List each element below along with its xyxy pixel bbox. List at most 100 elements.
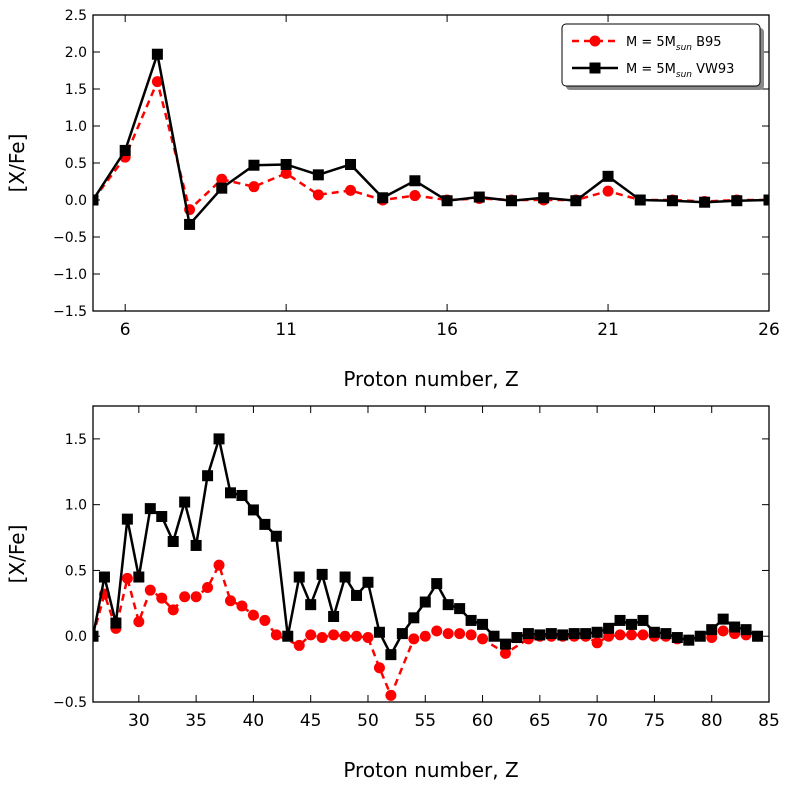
series-line — [93, 49, 769, 228]
data-point — [431, 625, 443, 637]
data-point — [179, 496, 191, 508]
x-tick-label: 45 — [300, 711, 322, 731]
data-point — [133, 616, 145, 628]
plot-frame — [92, 405, 770, 703]
data-point — [280, 158, 292, 170]
data-point — [345, 184, 357, 196]
data-point — [660, 628, 672, 640]
data-point — [731, 195, 743, 207]
x-tick-label: 70 — [586, 711, 608, 731]
data-point — [637, 629, 649, 641]
top-panel: 6 11 16 21 26 −1.5 −1.0 −0.5 0.0 0.5 1.0 1.5 2.0 2.5 P… — [5, 8, 780, 391]
x-axis-label: Proton number, Z — [343, 758, 518, 782]
data-point — [442, 599, 454, 611]
data-point — [408, 612, 420, 624]
data-point — [671, 632, 683, 644]
y-tick-label: 1.0 — [65, 498, 87, 514]
data-point — [385, 689, 397, 701]
data-point — [385, 649, 397, 661]
data-point — [409, 175, 421, 187]
data-point — [312, 189, 324, 201]
data-point — [293, 571, 305, 583]
data-point — [419, 630, 431, 642]
data-point — [396, 628, 408, 640]
data-point — [190, 591, 202, 603]
data-point — [634, 194, 646, 206]
data-point — [442, 628, 454, 640]
data-point — [184, 218, 196, 230]
data-point — [465, 614, 477, 626]
data-point — [316, 632, 328, 644]
y-tick-label: −1.5 — [53, 304, 87, 320]
legend: M = 5Msun B95 M = 5Msun VW93 — [561, 23, 764, 90]
y-tick-label: 1.0 — [65, 119, 87, 135]
data-point — [557, 629, 569, 641]
x-tick-label: 50 — [357, 711, 379, 731]
data-point — [316, 568, 328, 580]
x-tick-label: 35 — [185, 711, 207, 731]
legend-entry-label: M = 5Msun VW93 — [626, 62, 734, 80]
data-point — [144, 584, 156, 596]
data-point — [351, 589, 363, 601]
data-point — [505, 195, 517, 207]
data-point — [454, 603, 466, 615]
data-point — [511, 632, 523, 644]
data-point — [312, 169, 324, 181]
y-tick-label: 0.0 — [65, 193, 87, 209]
data-point — [339, 571, 351, 583]
x-tick-label: 60 — [472, 711, 494, 731]
data-point — [699, 196, 711, 208]
data-point — [431, 578, 443, 590]
data-point — [247, 504, 259, 516]
data-point — [119, 144, 131, 156]
data-point — [752, 630, 764, 642]
x-tick-label: 11 — [275, 320, 297, 340]
data-point — [345, 158, 357, 170]
data-point — [151, 48, 163, 60]
data-point — [179, 591, 191, 603]
data-point — [98, 571, 110, 583]
data-point — [248, 181, 260, 193]
data-point — [236, 489, 248, 501]
data-point — [216, 182, 228, 194]
data-point — [270, 629, 282, 641]
data-point — [305, 629, 317, 641]
legend-box — [561, 23, 761, 87]
data-point — [377, 192, 389, 204]
data-point — [473, 191, 485, 203]
data-point — [259, 518, 271, 530]
data-point — [351, 630, 363, 642]
x-tick-label: 16 — [436, 320, 458, 340]
x-tick-label: 55 — [414, 711, 436, 731]
y-tick-label: −1.0 — [53, 267, 87, 283]
data-point — [121, 513, 133, 525]
data-point — [156, 511, 168, 523]
data-point — [213, 433, 225, 445]
data-point — [488, 630, 500, 642]
data-point — [568, 628, 580, 640]
y-tick-label: −0.5 — [53, 695, 87, 711]
data-point — [683, 634, 695, 646]
y-axis-label: [X/Fe] — [5, 134, 29, 193]
legend-entry-label: M = 5Msun B95 — [626, 35, 722, 53]
y-tick-label: −0.5 — [53, 230, 87, 246]
data-point — [167, 536, 179, 548]
y-tick-label: 0.5 — [65, 563, 87, 579]
data-point — [499, 647, 511, 659]
x-tick-label: 65 — [529, 711, 551, 731]
data-point — [522, 628, 534, 640]
data-point — [626, 629, 638, 641]
bottom-panel: 30 35 40 45 50 55 60 65 70 75 80 85 −0.5 0.0 0.5 1.0 1.5… — [5, 405, 780, 782]
x-tick-label: 21 — [597, 320, 619, 340]
data-point — [293, 639, 305, 651]
data-point — [190, 539, 202, 551]
data-point — [477, 618, 489, 630]
data-point — [121, 572, 133, 584]
x-tick-label: 75 — [644, 711, 666, 731]
y-tick-label: 1.5 — [65, 432, 87, 448]
data-point — [740, 624, 752, 636]
data-point — [477, 633, 489, 645]
data-point — [499, 638, 511, 650]
legend-marker — [589, 62, 601, 74]
